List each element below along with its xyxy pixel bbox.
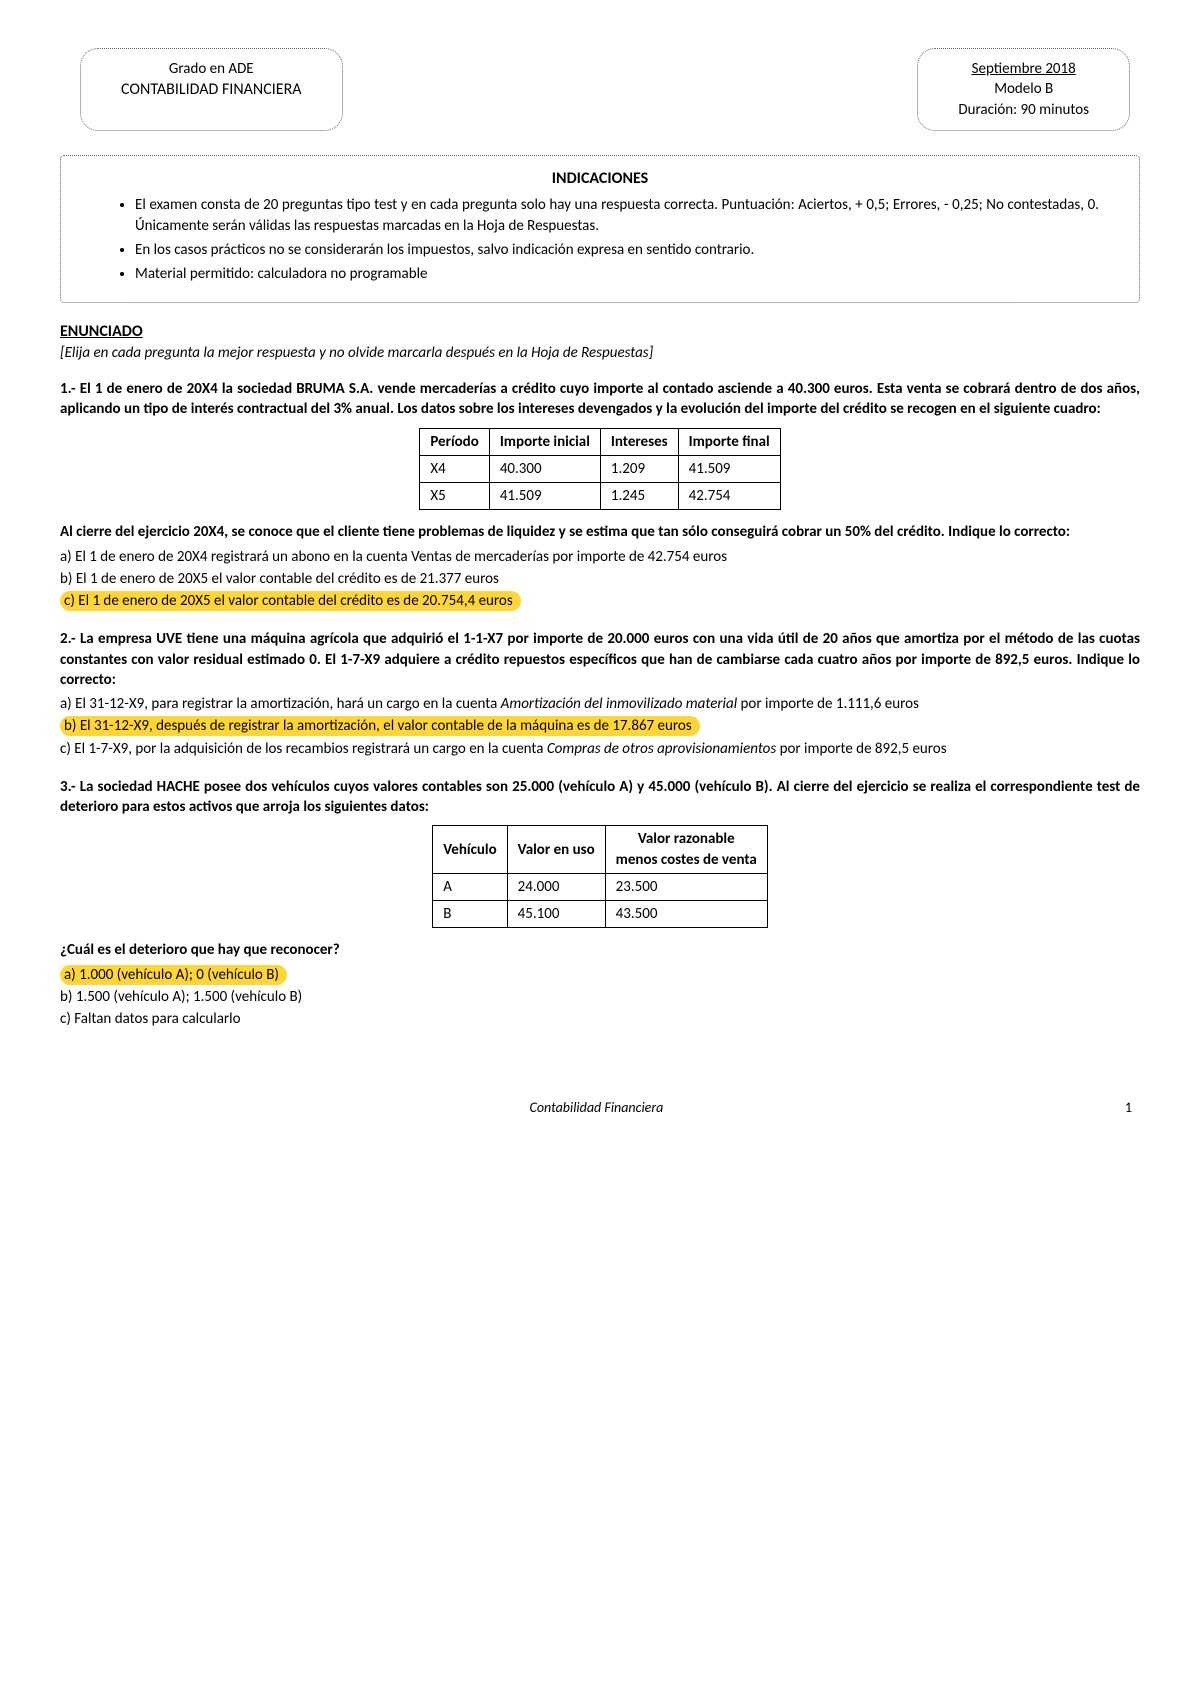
q3-table: Vehículo Valor en uso Valor razonable me… xyxy=(432,825,768,928)
degree-line: Grado en ADE xyxy=(121,59,302,79)
indications-box: INDICACIONES El examen consta de 20 preg… xyxy=(60,155,1140,304)
q3-text2: ¿Cuál es el deterioro que hay que recono… xyxy=(60,940,1140,960)
q3-td: 23.500 xyxy=(605,873,767,900)
question-1: 1.- El 1 de enero de 20X4 la sociedad BR… xyxy=(60,379,1140,611)
q1-text: 1.- El 1 de enero de 20X4 la sociedad BR… xyxy=(60,379,1140,420)
q1-table: Período Importe inicial Intereses Import… xyxy=(419,428,780,511)
q1-opt-c: c) El 1 de enero de 20X5 el valor contab… xyxy=(60,591,1140,611)
q2-opt-b: b) El 31-12-X9, después de registrar la … xyxy=(60,716,1140,736)
header-row: Grado en ADE CONTABILIDAD FINANCIERA Sep… xyxy=(60,48,1140,131)
page-footer: Contabilidad Financiera 1 xyxy=(60,1099,1140,1118)
indications-title: INDICACIONES xyxy=(101,168,1099,190)
q3-text: 3.- La sociedad HACHE posee dos vehículo… xyxy=(60,777,1140,818)
indication-item: En los casos prácticos no se considerará… xyxy=(135,240,1099,260)
q3-opt-c: c) Faltan datos para calcularlo xyxy=(60,1009,1140,1029)
enunciado-note: [Elija en cada pregunta la mejor respues… xyxy=(60,343,1140,363)
header-left-box: Grado en ADE CONTABILIDAD FINANCIERA xyxy=(80,48,343,131)
footer-title: Contabilidad Financiera xyxy=(530,1099,664,1118)
enunciado-heading: ENUNCIADO xyxy=(60,321,1140,343)
q1-td: 1.245 xyxy=(600,483,678,510)
q2-a-ital: Amortización del inmovilizado material xyxy=(501,695,737,713)
q3-th-line1: Valor razonable xyxy=(616,829,757,849)
indications-list: El examen consta de 20 preguntas tipo te… xyxy=(101,195,1099,284)
q1-th: Intereses xyxy=(600,428,678,455)
header-right-box: Septiembre 2018 Modelo B Duración: 90 mi… xyxy=(917,48,1130,131)
q2-a-pre: a) El 31-12-X9, para registrar la amorti… xyxy=(60,695,501,713)
highlighted-answer: a) 1.000 (vehículo A); 0 (vehículo B) xyxy=(60,965,287,985)
q1-td: 41.509 xyxy=(678,455,780,482)
page-number: 1 xyxy=(1125,1099,1132,1118)
q3-td: A xyxy=(433,873,507,900)
q3-td: 43.500 xyxy=(605,901,767,928)
q3-th: Valor razonable menos costes de venta xyxy=(605,826,767,874)
q1-td: 42.754 xyxy=(678,483,780,510)
q1-td: 40.300 xyxy=(489,455,600,482)
q3-th: Vehículo xyxy=(433,826,507,874)
exam-model: Modelo B xyxy=(958,79,1089,99)
exam-duration: Duración: 90 minutos xyxy=(958,100,1089,120)
q3-td: 45.100 xyxy=(507,901,605,928)
highlighted-answer: b) El 31-12-X9, después de registrar la … xyxy=(60,716,700,736)
indication-item: Material permitido: calculadora no progr… xyxy=(135,264,1099,284)
q2-text: 2.- La empresa UVE tiene una máquina agr… xyxy=(60,629,1140,690)
q1-th: Importe final xyxy=(678,428,780,455)
question-2: 2.- La empresa UVE tiene una máquina agr… xyxy=(60,629,1140,759)
indication-item: El examen consta de 20 preguntas tipo te… xyxy=(135,195,1099,236)
q1-td: X5 xyxy=(420,483,490,510)
question-3: 3.- La sociedad HACHE posee dos vehículo… xyxy=(60,777,1140,1030)
q3-th: Valor en uso xyxy=(507,826,605,874)
q2-opt-a: a) El 31-12-X9, para registrar la amorti… xyxy=(60,694,1140,714)
q3-td: 24.000 xyxy=(507,873,605,900)
exam-date: Septiembre 2018 xyxy=(958,59,1089,79)
q1-text2: Al cierre del ejercicio 20X4, se conoce … xyxy=(60,522,1140,542)
q2-c-ital: Compras de otros aprovisionamientos xyxy=(547,740,776,758)
q1-td: X4 xyxy=(420,455,490,482)
subject-line: CONTABILIDAD FINANCIERA xyxy=(121,79,302,101)
q3-opt-a: a) 1.000 (vehículo A); 0 (vehículo B) xyxy=(60,965,1140,985)
q1-opt-a: a) El 1 de enero de 20X4 registrará un a… xyxy=(60,547,1140,567)
q3-td: B xyxy=(433,901,507,928)
q1-opt-b: b) El 1 de enero de 20X5 el valor contab… xyxy=(60,569,1140,589)
q2-opt-c: c) El 1-7-X9, por la adquisición de los … xyxy=(60,739,1140,759)
q2-c-post: por importe de 892,5 euros xyxy=(776,740,946,758)
q3-th-line2: menos costes de venta xyxy=(616,850,757,870)
q2-a-post: por importe de 1.111,6 euros xyxy=(737,695,919,713)
q1-td: 1.209 xyxy=(600,455,678,482)
q3-opt-b: b) 1.500 (vehículo A); 1.500 (vehículo B… xyxy=(60,987,1140,1007)
q1-th: Período xyxy=(420,428,490,455)
q1-th: Importe inicial xyxy=(489,428,600,455)
q1-td: 41.509 xyxy=(489,483,600,510)
q2-c-pre: c) El 1-7-X9, por la adquisición de los … xyxy=(60,740,547,758)
highlighted-answer: c) El 1 de enero de 20X5 el valor contab… xyxy=(60,591,521,611)
